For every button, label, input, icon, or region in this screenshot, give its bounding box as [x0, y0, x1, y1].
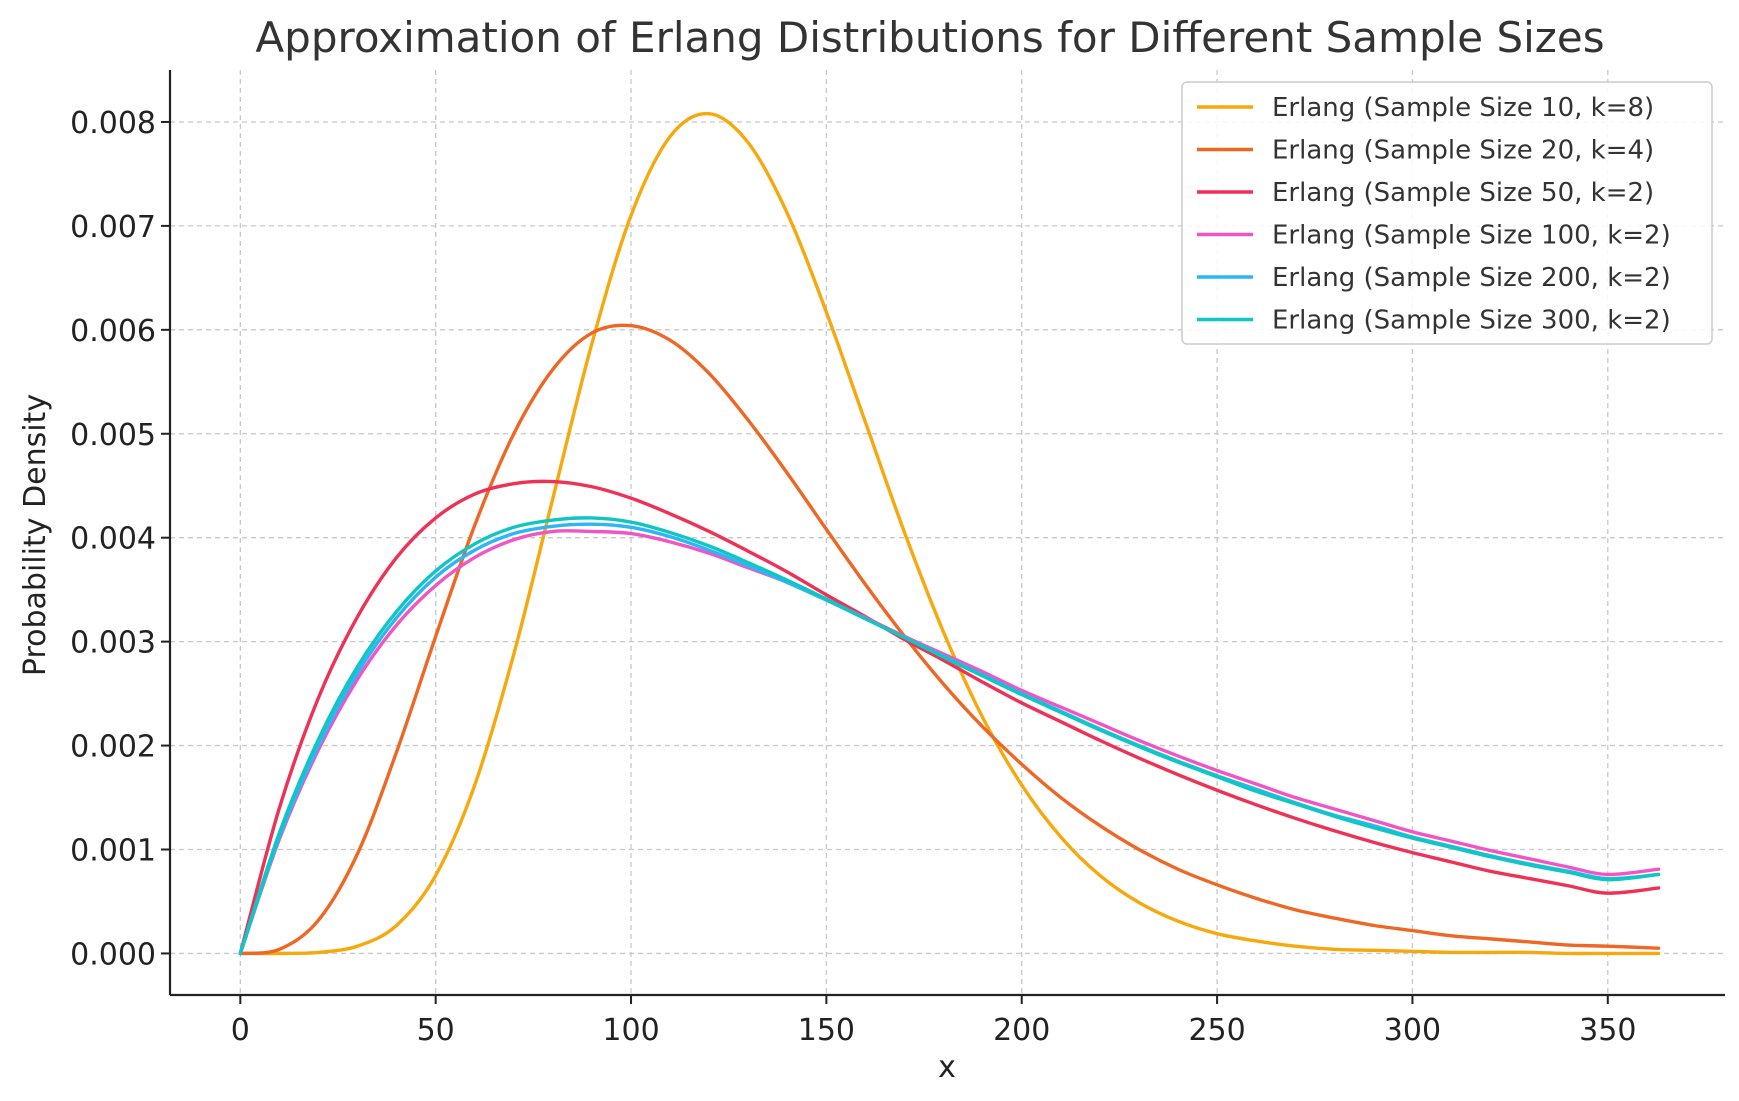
legend-entry-4: Erlang (Sample Size 100, k=2) [1272, 221, 1671, 251]
x-axis-ticks: 0 50 100 150 200 250 300 350 [231, 995, 1636, 1048]
y-tick-label: 0.003 [70, 626, 156, 661]
y-axis-label: Probability Density [18, 394, 53, 676]
x-tick-label: 350 [1579, 1013, 1636, 1048]
y-tick-label: 0.000 [70, 937, 156, 972]
x-tick-label: 50 [417, 1013, 455, 1048]
y-tick-label: 0.001 [70, 833, 156, 868]
legend-entry-5: Erlang (Sample Size 200, k=2) [1272, 263, 1671, 293]
x-tick-label: 150 [798, 1013, 855, 1048]
legend-entry-1: Erlang (Sample Size 10, k=8) [1272, 93, 1654, 123]
x-axis-label: x [938, 1050, 956, 1085]
legend: Erlang (Sample Size 10, k=8) Erlang (Samp… [1181, 81, 1713, 345]
y-tick-label: 0.006 [70, 314, 156, 349]
y-tick-label: 0.002 [70, 730, 156, 765]
series-line-1 [238, 111, 1661, 956]
x-tick-label: 200 [993, 1013, 1050, 1048]
legend-entry-3: Erlang (Sample Size 50, k=2) [1272, 178, 1654, 208]
legend-box [1181, 81, 1713, 345]
x-tick-label: 300 [1384, 1013, 1441, 1048]
y-tick-label: 0.007 [70, 210, 156, 245]
series-lines [238, 111, 1661, 956]
series-line-3 [238, 479, 1661, 956]
legend-entry-2: Erlang (Sample Size 20, k=4) [1272, 136, 1654, 166]
x-tick-label: 100 [602, 1013, 659, 1048]
y-tick-label: 0.004 [70, 522, 156, 557]
y-tick-label: 0.008 [70, 106, 156, 141]
x-tick-label: 250 [1188, 1013, 1245, 1048]
y-tick-label: 0.005 [70, 418, 156, 453]
chart-title: Approximation of Erlang Distributions fo… [255, 13, 1604, 62]
y-axis-ticks: 0.000 0.001 0.002 0.003 0.004 0.005 0.006 0.007… [70, 106, 170, 972]
series-line-6 [238, 516, 1661, 956]
legend-entry-6: Erlang (Sample Size 300, k=2) [1272, 306, 1671, 336]
series-line-4 [238, 529, 1661, 956]
x-tick-label: 0 [231, 1013, 250, 1048]
